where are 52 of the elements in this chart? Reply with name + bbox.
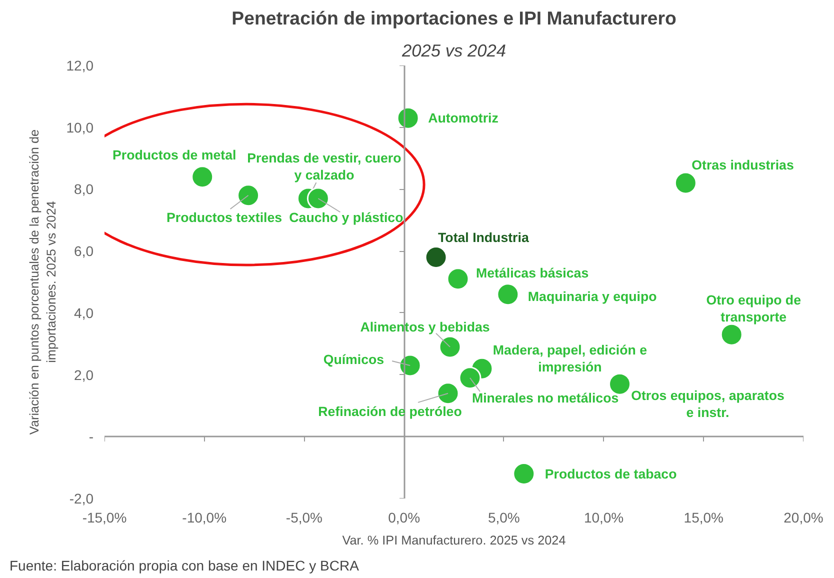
point [191, 166, 214, 188]
y-axis-title: Variación en puntos porcentuales de la penetración de importaciones. 2025 vs 2024 [27, 129, 58, 435]
point [512, 462, 536, 485]
series-label: Productos de metal [112, 147, 236, 162]
series-label: Otras industrias [692, 158, 794, 173]
point [438, 336, 462, 358]
x-tick-label: -15,0% [82, 510, 127, 526]
point [424, 246, 448, 268]
series-label: Caucho y plástico [289, 210, 404, 225]
point [446, 268, 470, 290]
y-tick-label: 8,0 [74, 181, 94, 198]
chart-subtitle: 2025 vs 2024 [400, 40, 506, 60]
y-tick-label: 6,0 [74, 243, 94, 260]
x-tick-label: 20,0% [784, 510, 824, 526]
x-tick-label: 10,0% [584, 510, 624, 526]
y-tick-label: - [88, 428, 94, 445]
x-axis-title: Var. % IPI Manufacturero. 2025 vs 2024 [342, 534, 566, 548]
point [396, 106, 420, 130]
y-tick-label: 2,0 [74, 366, 94, 383]
point [674, 172, 697, 194]
series-label: Madera, papel, edición e impresión [492, 342, 647, 375]
x-tick-label: 0,0% [388, 510, 420, 526]
series-label: Prendas de vestir, cuero y calzado [247, 150, 402, 182]
x-tick-label: 5,0% [488, 510, 520, 526]
point [458, 366, 482, 390]
series-label: Automotriz [428, 110, 499, 126]
point [306, 187, 330, 210]
series-label: Minerales no metálicos [472, 390, 619, 406]
source-note: Fuente: Elaboración propia con base en INDEC y BCRA [10, 558, 360, 574]
x-tick-label: -5,0% [286, 510, 323, 526]
point [398, 354, 422, 377]
series-label: Total Industria [438, 230, 530, 245]
point [237, 184, 260, 207]
x-tick-label: 15,0% [684, 510, 724, 526]
series-label: Refinación de petróleo [318, 404, 462, 419]
series-label: Metálicas básicas [476, 265, 589, 280]
series-label: Alimentos y bebidas [360, 319, 490, 334]
series-label: Productos textiles [166, 210, 282, 225]
point [496, 283, 520, 306]
series-label: Maquinaria y equipo [528, 288, 657, 304]
y-tick-label: 4,0 [74, 304, 94, 321]
series-label: Químicos [323, 352, 384, 368]
y-tick-label: -2,0 [69, 490, 94, 506]
x-tick-label: -10,0% [182, 510, 227, 526]
chart-title: Penetración de importaciones e IPI Manufacturero [232, 8, 676, 28]
y-tick-label: 10,0 [66, 119, 94, 136]
series-label: Otro equipo de transporte [706, 292, 801, 325]
series-label: Otros equipos, aparatos e instr. [631, 388, 784, 420]
series-label: Productos de tabaco [544, 466, 677, 482]
y-tick-label: 12,0 [66, 58, 94, 74]
point [720, 323, 743, 346]
point [436, 382, 460, 405]
